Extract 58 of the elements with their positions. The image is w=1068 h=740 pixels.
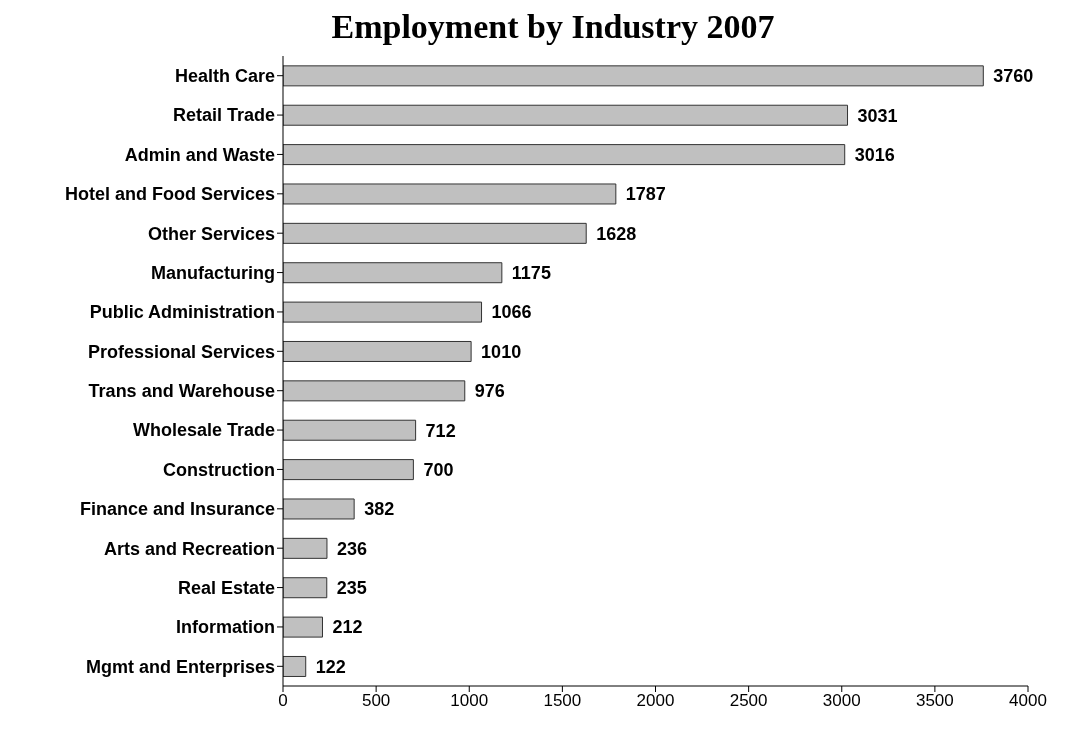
bar xyxy=(283,655,307,677)
chart-title: Employment by Industry 2007 xyxy=(330,8,776,47)
y-tick-label: Trans and Warehouse xyxy=(88,381,275,402)
y-tick-label: Finance and Insurance xyxy=(79,499,275,520)
data-label: 976 xyxy=(474,381,505,402)
y-tick-label: Professional Services xyxy=(87,341,275,362)
x-tick-label: 2000 xyxy=(636,691,675,711)
x-tick-label: 4000 xyxy=(1009,691,1047,711)
x-tick-label: 1000 xyxy=(450,691,489,711)
data-label: 3016 xyxy=(854,144,895,165)
data-label: 712 xyxy=(425,420,456,441)
y-tick-label: Information xyxy=(176,617,275,638)
data-label: 1175 xyxy=(511,263,551,284)
data-label: 235 xyxy=(336,578,367,599)
data-label: 236 xyxy=(336,538,367,559)
data-label: 382 xyxy=(364,499,395,520)
data-label: 212 xyxy=(332,617,363,638)
data-label: 1066 xyxy=(491,302,532,323)
bar xyxy=(283,577,328,599)
bar xyxy=(283,301,483,323)
data-label: 3760 xyxy=(993,66,1034,87)
x-tick-label: 2500 xyxy=(729,691,768,711)
bar xyxy=(283,340,472,362)
x-tick-label: 3500 xyxy=(915,691,954,711)
x-tick-label: 0 xyxy=(278,691,288,711)
bar xyxy=(283,104,849,126)
bar xyxy=(283,419,417,441)
data-label: 1010 xyxy=(481,341,522,362)
bar xyxy=(283,222,587,244)
bar xyxy=(283,498,355,520)
bar xyxy=(283,262,503,284)
y-tick-label: Mgmt and Enterprises xyxy=(85,656,275,677)
data-label: 700 xyxy=(423,459,454,480)
y-tick-label: Manufacturing xyxy=(151,262,275,283)
y-tick-label: Construction xyxy=(163,459,275,480)
y-tick-label: Health Care xyxy=(174,66,275,87)
x-tick-label: 500 xyxy=(361,691,391,711)
data-label: 1787 xyxy=(625,184,666,205)
y-tick-label: Retail Trade xyxy=(172,105,275,126)
bar xyxy=(283,537,328,559)
y-tick-label: Wholesale Trade xyxy=(132,420,275,441)
data-label: 3031 xyxy=(857,105,898,126)
data-label: 1628 xyxy=(596,223,637,244)
y-tick-label: Public Administration xyxy=(89,302,275,323)
y-tick-label: Hotel and Food Services xyxy=(64,184,275,205)
bar xyxy=(283,144,846,166)
bar xyxy=(283,380,466,402)
y-tick-label: Real Estate xyxy=(177,577,275,598)
bar xyxy=(283,65,984,87)
x-tick-label: 3000 xyxy=(822,691,861,711)
bar xyxy=(283,183,617,205)
y-tick-label: Other Services xyxy=(147,223,275,244)
y-tick-label: Arts and Recreation xyxy=(103,538,275,559)
bar xyxy=(283,616,323,638)
x-tick-label: 1500 xyxy=(543,691,582,711)
y-tick-label: Admin and Waste xyxy=(124,144,275,165)
data-label: 122 xyxy=(315,656,346,677)
bar xyxy=(283,459,414,481)
